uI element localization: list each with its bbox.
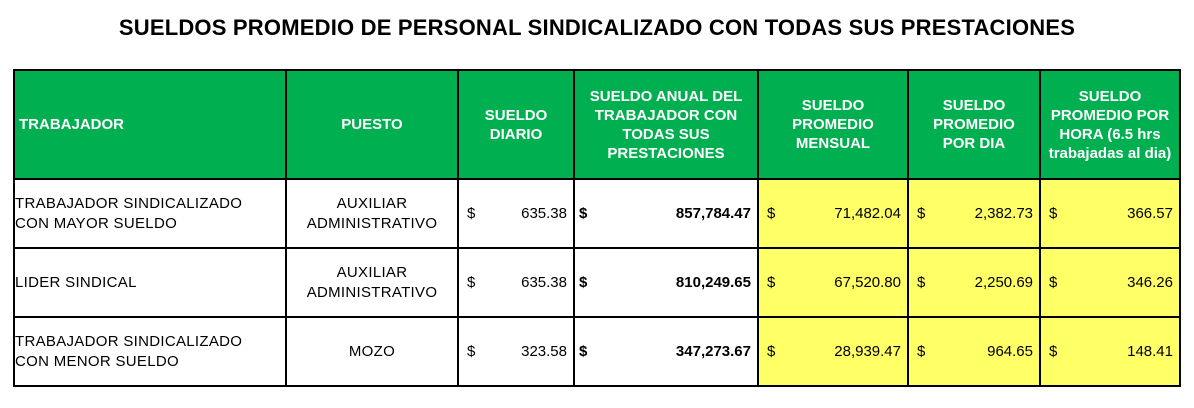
currency-symbol: $ — [917, 342, 926, 360]
cell-trabajador: LIDER SINDICAL — [13, 247, 287, 318]
cell-promedio-hora: $366.57 — [1039, 178, 1181, 249]
amount: 323.58 — [521, 342, 567, 360]
cell-sueldo-diario: $635.38 — [457, 247, 575, 318]
cell-puesto: MOZO — [285, 316, 459, 387]
cell-promedio-mensual: $28,939.47 — [757, 316, 909, 387]
header-line: DIARIO — [489, 125, 543, 143]
currency-symbol: $ — [467, 273, 476, 291]
header-trabajador: TRABAJADOR — [13, 69, 287, 180]
cell-line: MOZO — [348, 342, 396, 360]
currency-symbol: $ — [579, 273, 588, 291]
currency-symbol: $ — [767, 342, 776, 360]
header-line: PROMEDIO — [933, 116, 1015, 133]
amount: 635.38 — [521, 204, 567, 222]
amount: 857,784.47 — [675, 204, 751, 222]
salary-table: TRABAJADOR PUESTO SUELDO DIARIO SUELDO A… — [13, 69, 1181, 387]
header-line: trabajadas al dia) — [1048, 144, 1172, 162]
currency-symbol: $ — [767, 273, 776, 291]
amount: 28,939.47 — [834, 342, 901, 360]
cell-sueldo-diario: $323.58 — [457, 316, 575, 387]
header-line: TODAS SUS — [622, 125, 710, 143]
cell-promedio-dia: $2,382.73 — [907, 178, 1041, 249]
header-promedio-hora: SUELDO PROMEDIO POR HORA (6.5 hrs trabaj… — [1039, 69, 1181, 180]
table-row: TRABAJADOR SINDICALIZADO CON MAYOR SUELD… — [13, 178, 1181, 249]
cell-promedio-mensual: $71,482.04 — [757, 178, 909, 249]
header-line: PROMEDIO POR — [1050, 106, 1170, 124]
amount: 347,273.67 — [675, 342, 751, 360]
cell-line: TRABAJADOR SINDICALIZADO — [15, 332, 243, 350]
amount: 2,250.69 — [974, 273, 1033, 291]
header-line: MENSUAL — [795, 135, 871, 152]
amount: 635.38 — [521, 273, 567, 291]
cell-line: ADMINISTRATIVO — [306, 214, 438, 232]
amount: 366.57 — [1127, 204, 1173, 222]
currency-symbol: $ — [467, 342, 476, 360]
cell-sueldo-diario: $635.38 — [457, 178, 575, 249]
currency-symbol: $ — [1049, 204, 1058, 222]
page-title: SUELDOS PROMEDIO DE PERSONAL SINDICALIZA… — [118, 15, 1076, 40]
currency-symbol: $ — [467, 204, 476, 222]
cell-line: CON MAYOR SUELDO — [15, 214, 178, 232]
header-line: PRESTACIONES — [607, 144, 725, 162]
cell-line: AUXILIAR — [336, 194, 408, 212]
table-row: LIDER SINDICAL AUXILIAR ADMINISTRATIVO $… — [13, 247, 1181, 318]
cell-puesto: AUXILIAR ADMINISTRATIVO — [285, 178, 459, 249]
header-line: HORA (6.5 hrs — [1059, 125, 1161, 143]
cell-promedio-dia: $2,250.69 — [907, 247, 1041, 318]
table-row: TRABAJADOR SINDICALIZADO CON MENOR SUELD… — [13, 316, 1181, 387]
header-sueldo-anual: SUELDO ANUAL DEL TRABAJADOR CON TODAS SU… — [573, 69, 759, 180]
amount: 71,482.04 — [834, 204, 901, 222]
cell-line: TRABAJADOR SINDICALIZADO — [15, 194, 243, 212]
amount: 148.41 — [1127, 342, 1173, 360]
cell-sueldo-anual: $810,249.65 — [573, 247, 759, 318]
cell-promedio-dia: $964.65 — [907, 316, 1041, 387]
cell-promedio-mensual: $67,520.80 — [757, 247, 909, 318]
cell-line: LIDER SINDICAL — [15, 273, 137, 291]
currency-symbol: $ — [579, 204, 588, 222]
currency-symbol: $ — [1049, 342, 1058, 360]
amount: 810,249.65 — [675, 273, 751, 291]
amount: 964.65 — [987, 342, 1033, 360]
currency-symbol: $ — [767, 204, 776, 222]
header-line: PROMEDIO — [792, 116, 874, 133]
amount: 346.26 — [1127, 273, 1173, 291]
header-line: SUELDO — [801, 97, 865, 114]
cell-line: ADMINISTRATIVO — [306, 283, 438, 301]
currency-symbol: $ — [579, 342, 588, 360]
cell-trabajador: TRABAJADOR SINDICALIZADO CON MENOR SUELD… — [13, 316, 287, 387]
cell-promedio-hora: $148.41 — [1039, 316, 1181, 387]
header-row: TRABAJADOR PUESTO SUELDO DIARIO SUELDO A… — [13, 69, 1181, 180]
cell-line: CON MENOR SUELDO — [15, 352, 179, 370]
header-line: SUELDO — [942, 97, 1006, 114]
amount: 2,382.73 — [974, 204, 1033, 222]
cell-sueldo-anual: $857,784.47 — [573, 178, 759, 249]
header-promedio-mensual: SUELDO PROMEDIO MENSUAL — [757, 69, 909, 180]
amount: 67,520.80 — [834, 273, 901, 291]
header-line: SUELDO — [484, 106, 548, 124]
header-line: TRABAJADOR CON — [594, 106, 738, 124]
currency-symbol: $ — [1049, 273, 1058, 291]
header-puesto: PUESTO — [285, 69, 459, 180]
cell-line: AUXILIAR — [336, 263, 408, 281]
header-line: SUELDO ANUAL DEL — [589, 87, 743, 105]
currency-symbol: $ — [917, 204, 926, 222]
header-sueldo-diario: SUELDO DIARIO — [457, 69, 575, 180]
cell-trabajador: TRABAJADOR SINDICALIZADO CON MAYOR SUELD… — [13, 178, 287, 249]
cell-puesto: AUXILIAR ADMINISTRATIVO — [285, 247, 459, 318]
cell-promedio-hora: $346.26 — [1039, 247, 1181, 318]
currency-symbol: $ — [917, 273, 926, 291]
header-promedio-dia: SUELDO PROMEDIO POR DIA — [907, 69, 1041, 180]
cell-sueldo-anual: $347,273.67 — [573, 316, 759, 387]
header-line: SUELDO — [1078, 87, 1142, 105]
header-puesto-label: PUESTO — [341, 116, 403, 133]
header-line: POR DIA — [942, 135, 1006, 152]
header-trabajador-label: TRABAJADOR — [19, 116, 124, 133]
